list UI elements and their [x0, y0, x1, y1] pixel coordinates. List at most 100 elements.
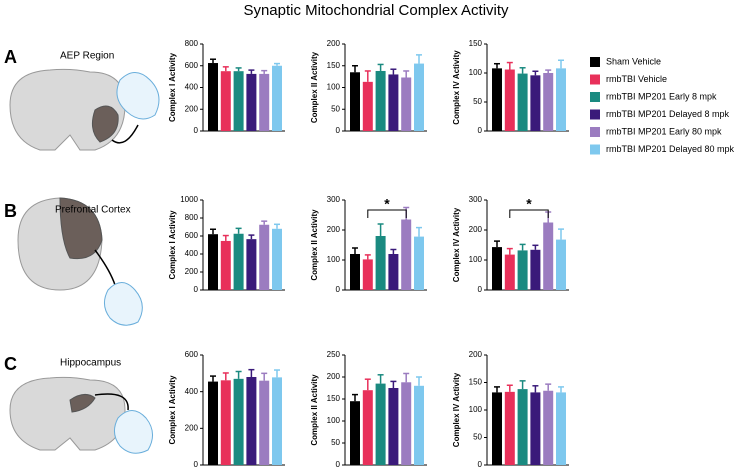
- y-tick-label: 50: [331, 104, 340, 113]
- bar: [530, 75, 541, 131]
- y-tick-label: 800: [185, 213, 199, 222]
- bar: [530, 249, 541, 290]
- significance-star: *: [526, 196, 532, 212]
- y-tick-label: 150: [469, 378, 483, 387]
- bar: [375, 70, 386, 131]
- y-tick-label: 200: [327, 372, 341, 381]
- bar: [517, 250, 528, 290]
- bar: [272, 65, 282, 131]
- legend-label: rmbTBI MP201 Early 80 mpk: [606, 126, 722, 136]
- bar: [492, 392, 502, 465]
- y-tick-label: 300: [327, 195, 341, 204]
- bar: [388, 74, 399, 131]
- bar: [504, 391, 515, 465]
- y-tick-label: 400: [185, 387, 199, 396]
- y-tick-label: 600: [185, 350, 199, 359]
- bar: [220, 380, 231, 465]
- y-axis-label: Complex II Activity: [310, 374, 319, 446]
- legend-label: Sham Vehicle: [606, 56, 661, 66]
- bar: [350, 254, 360, 290]
- figure-title: Synaptic Mitochondrial Complex Activity: [243, 2, 509, 19]
- legend-label: rmbTBI MP201 Delayed 80 mpk: [606, 144, 735, 154]
- y-tick-label: 200: [185, 423, 199, 432]
- y-tick-label: 150: [327, 394, 341, 403]
- legend-label: rmbTBI MP201 Delayed 8 mpk: [606, 109, 730, 119]
- bar: [208, 234, 218, 290]
- legend-swatch: [590, 74, 600, 85]
- y-tick-label: 100: [327, 416, 341, 425]
- bar: [272, 228, 282, 290]
- region-label: Prefrontal Cortex: [55, 205, 131, 216]
- y-tick-label: 200: [327, 225, 341, 234]
- bar: [556, 239, 566, 290]
- bar: [401, 77, 412, 131]
- bar: [414, 63, 424, 132]
- legend-swatch: [590, 127, 600, 137]
- y-axis-label: Complex I Activity: [168, 52, 177, 122]
- bar: [208, 381, 218, 465]
- y-axis-label: Complex IV Activity: [452, 50, 461, 125]
- y-tick-label: 150: [469, 39, 483, 48]
- bar: [246, 239, 257, 290]
- bar: [543, 222, 554, 290]
- bar: [220, 71, 231, 131]
- y-tick-label: 0: [336, 460, 341, 469]
- bar: [350, 401, 360, 465]
- y-tick-label: 200: [469, 225, 483, 234]
- bar: [362, 259, 373, 290]
- bar: [350, 72, 360, 131]
- bar: [504, 254, 515, 290]
- bar: [362, 390, 373, 465]
- y-tick-label: 0: [194, 460, 199, 469]
- bar: [388, 388, 399, 465]
- bar: [208, 63, 218, 131]
- bar: [414, 385, 424, 465]
- bar: [556, 68, 566, 131]
- bar: [556, 392, 566, 465]
- bar: [543, 73, 554, 131]
- y-tick-label: 0: [194, 285, 199, 294]
- y-tick-label: 600: [185, 231, 199, 240]
- y-tick-label: 100: [469, 68, 483, 77]
- y-tick-label: 250: [327, 350, 341, 359]
- panel-letter: A: [4, 47, 17, 67]
- legend-label: rmbTBI Vehicle: [606, 74, 667, 84]
- y-tick-label: 200: [469, 350, 483, 359]
- y-tick-label: 50: [473, 97, 482, 106]
- bar: [220, 240, 231, 290]
- y-tick-label: 300: [469, 195, 483, 204]
- bar: [414, 236, 424, 290]
- bar: [375, 236, 386, 290]
- y-axis-label: Complex II Activity: [310, 209, 319, 281]
- bar: [233, 71, 244, 131]
- bar: [401, 382, 412, 465]
- significance-bracket: [509, 209, 549, 218]
- y-tick-label: 50: [473, 433, 482, 442]
- bar: [517, 73, 528, 131]
- region-label: AEP Region: [60, 51, 114, 62]
- brain-aep: [9, 68, 160, 151]
- bar: [517, 389, 528, 465]
- bar: [259, 380, 270, 465]
- y-tick-label: 100: [327, 83, 341, 92]
- y-axis-label: Complex II Activity: [310, 51, 319, 123]
- y-tick-label: 200: [185, 267, 199, 276]
- bar: [259, 73, 270, 131]
- y-tick-label: 100: [469, 255, 483, 264]
- y-axis-label: Complex IV Activity: [452, 207, 461, 282]
- legend-swatch: [590, 144, 600, 155]
- y-tick-label: 0: [336, 126, 341, 135]
- bar: [401, 219, 412, 290]
- y-tick-label: 50: [331, 438, 340, 447]
- y-tick-label: 1000: [180, 195, 198, 204]
- y-tick-label: 0: [478, 126, 483, 135]
- bar: [246, 73, 257, 131]
- legend-swatch: [590, 92, 600, 102]
- bar: [272, 377, 282, 465]
- bar: [504, 69, 515, 131]
- y-tick-label: 100: [327, 255, 341, 264]
- bar: [492, 68, 502, 131]
- legend-swatch: [590, 109, 600, 120]
- bar: [246, 377, 257, 465]
- y-tick-label: 800: [185, 39, 199, 48]
